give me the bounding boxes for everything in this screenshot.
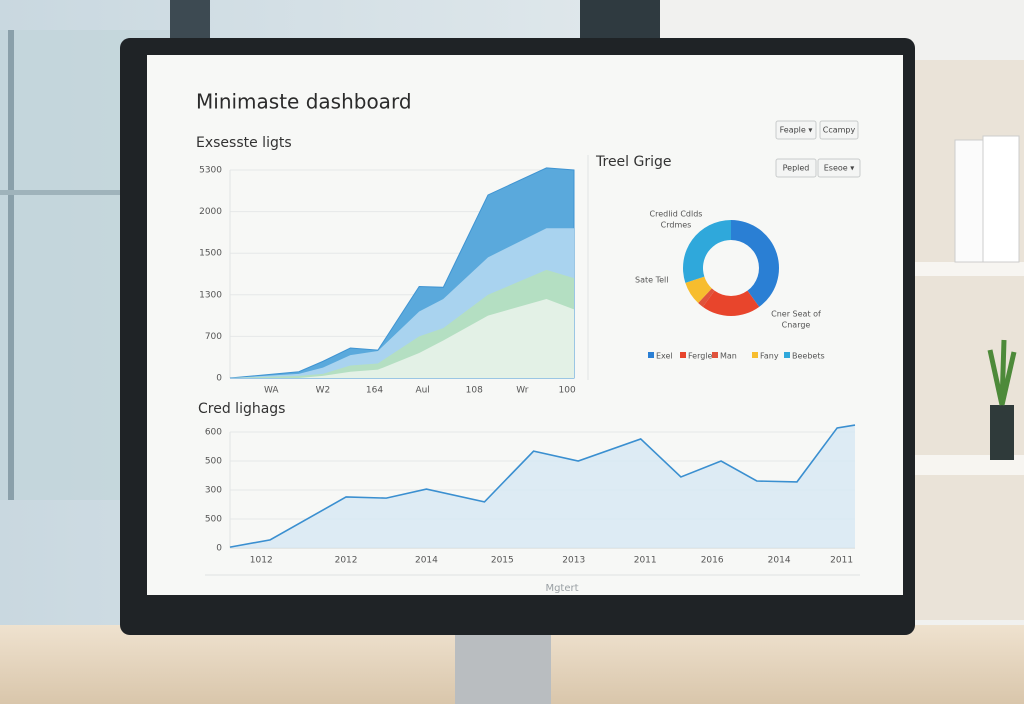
x-tick-label: W2 [316, 386, 331, 396]
legend-swatch [712, 352, 718, 358]
plant-pot [990, 405, 1014, 460]
legend-label: Fany [760, 352, 779, 361]
x-tick-label: Aul [415, 386, 429, 396]
donut-slice [702, 290, 760, 316]
donut-slice [731, 220, 779, 307]
button[interactable] [819, 120, 859, 140]
x-tick-label: 2013 [562, 556, 585, 566]
shelf [915, 262, 1024, 276]
y-tick-label: 5300 [199, 166, 222, 176]
x-tick-label: 108 [466, 386, 483, 396]
button-label[interactable]: Ccampy [823, 126, 856, 135]
donut-slice [685, 276, 712, 303]
legend-swatch [752, 352, 758, 358]
x-tick-label: 164 [366, 386, 383, 396]
x-tick-label: 2011 [634, 556, 657, 566]
y-tick-label: 0 [216, 374, 222, 384]
button[interactable] [817, 158, 861, 178]
y-tick-label: 500 [205, 515, 222, 525]
x-tick-label: 2014 [768, 556, 791, 566]
x-tick-label: 2011 [830, 556, 853, 566]
plant [987, 339, 1017, 406]
x-tick-label: Wr [516, 386, 528, 396]
annotation: Crdmes [661, 221, 692, 230]
y-tick-label: 1500 [199, 249, 222, 259]
annotation: Cner Seat of [771, 310, 821, 319]
y-tick-label: 2000 [199, 207, 222, 217]
legend-swatch [784, 352, 790, 358]
button[interactable] [775, 120, 817, 140]
annotation: Sate Tell [635, 276, 668, 285]
x-tick-label: WA [264, 386, 279, 396]
legend-label: Beebets [792, 352, 825, 361]
x-tick-label: 2012 [335, 556, 358, 566]
x-tick-label: 2016 [701, 556, 724, 566]
window-frame [8, 30, 14, 500]
button-label[interactable]: Eseoe ▾ [824, 164, 855, 173]
y-tick-label: 500 [205, 457, 222, 467]
x-tick-label: 1012 [250, 556, 273, 566]
button-label[interactable]: Pepled [783, 164, 810, 173]
chart-title: Exsesste ligts [196, 135, 292, 151]
y-tick-label: 300 [205, 486, 222, 496]
button-label[interactable]: Feaple ▾ [780, 126, 813, 135]
annotation: Credlid Cdlds [650, 210, 703, 219]
y-tick-label: 0 [216, 544, 222, 554]
y-tick-label: 1300 [199, 290, 222, 300]
donut-slice [698, 288, 715, 307]
y-tick-label: 700 [205, 332, 222, 342]
annotation: Cnarge [782, 321, 811, 330]
x-tick-label: 100 [559, 386, 576, 396]
donut-slice [683, 220, 731, 283]
y-tick-label: 600 [205, 428, 222, 438]
area-fill [230, 425, 855, 548]
dashboard-title: Minimaste dashboard [196, 90, 412, 114]
line [229, 424, 856, 548]
chart-title: Treel Grige [595, 154, 672, 170]
legend-label: Man [720, 352, 737, 361]
legend-label: Fergle [688, 352, 713, 361]
x-tick-label: 2014 [415, 556, 438, 566]
monitor-brand: Mgtert [545, 583, 578, 594]
button[interactable] [775, 158, 817, 178]
legend-swatch [680, 352, 686, 358]
binder [954, 139, 984, 263]
binder [982, 135, 1020, 263]
x-tick-label: 2015 [491, 556, 514, 566]
window-frame [0, 190, 170, 195]
chart-title: Cred lighags [198, 401, 285, 417]
legend-label: Exel [656, 352, 673, 361]
area [230, 298, 574, 378]
legend-swatch [648, 352, 654, 358]
